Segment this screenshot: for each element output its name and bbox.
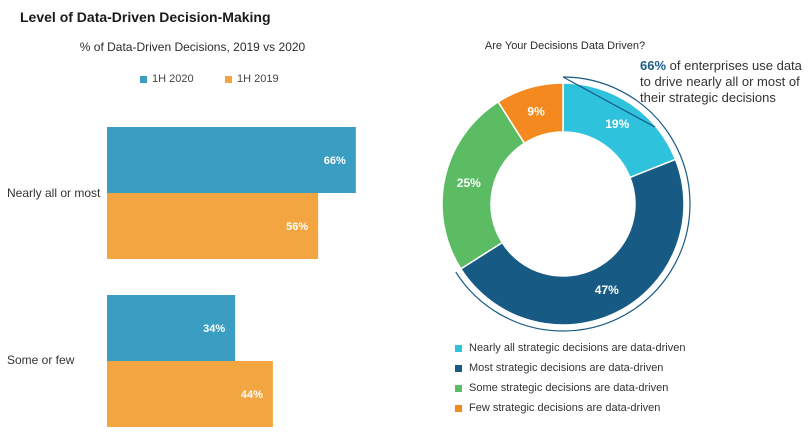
bar-label-1h-2019-some-or-few: 44% xyxy=(241,389,263,401)
donut-legend-item-some: Some strategic decisions are data-driven xyxy=(455,378,685,398)
bar-label-1h-2020-some-or-few: 34% xyxy=(203,323,225,335)
donut-legend-label-few: Few strategic decisions are data-driven xyxy=(469,402,661,414)
donut-legend-item-few: Few strategic decisions are data-driven xyxy=(455,398,685,418)
callout-annotation: 66% of enterprises use data to drive nea… xyxy=(640,58,805,106)
callout-highlight: 66% xyxy=(640,58,667,73)
bar-1h-2019-some-or-few xyxy=(107,361,273,427)
donut-legend-swatch-some xyxy=(455,384,462,392)
donut-legend: Nearly all strategic decisions are data-… xyxy=(455,338,685,418)
donut-legend-item-most: Most strategic decisions are data-driven xyxy=(455,358,685,378)
bar-1h-2019-nearly-all-or-most xyxy=(107,193,319,259)
bar-label-1h-2019-nearly-all-or-most: 56% xyxy=(286,221,308,233)
category-label-nearly-all-or-most: Nearly all or most xyxy=(7,186,101,200)
bar-label-1h-2020-nearly-all-or-most: 66% xyxy=(324,155,346,167)
donut-slice-some xyxy=(441,100,526,270)
legend-item-1h-2019: 1H 2019 xyxy=(225,73,279,85)
bar-chart-title: % of Data-Driven Decisions, 2019 vs 2020 xyxy=(79,40,306,54)
donut-slice-label-some: 25% xyxy=(457,176,481,190)
donut-legend-label-most: Most strategic decisions are data-driven xyxy=(469,362,664,374)
donut-slice-label-few: 9% xyxy=(527,104,545,118)
donut-chart-title: Are Your Decisions Data Driven? xyxy=(484,40,646,52)
donut-slice-few xyxy=(497,82,564,145)
category-label-some-or-few: Some or few xyxy=(7,353,75,367)
legend-item-1h-2020: 1H 2020 xyxy=(140,73,194,85)
legend-swatch-1h-2019 xyxy=(225,75,232,83)
legend-label-1h-2019: 1H 2019 xyxy=(237,73,279,85)
callout-leader-line xyxy=(562,76,656,128)
callout-text: of enterprises use data to drive nearly … xyxy=(640,58,802,105)
donut-legend-label-some: Some strategic decisions are data-driven xyxy=(469,382,669,394)
callout-arc xyxy=(455,76,691,332)
bar-1h-2020-some-or-few xyxy=(107,295,236,361)
donut-slice-most xyxy=(459,158,685,326)
legend-label-1h-2020: 1H 2020 xyxy=(152,73,194,85)
legend-swatch-1h-2020 xyxy=(140,75,147,83)
donut-legend-label-nearly-all: Nearly all strategic decisions are data-… xyxy=(469,342,686,354)
donut-legend-item-nearly-all: Nearly all strategic decisions are data-… xyxy=(455,338,685,358)
donut-legend-swatch-nearly-all xyxy=(455,344,462,352)
bar-1h-2020-nearly-all-or-most xyxy=(107,127,356,193)
donut-slice-label-most: 47% xyxy=(595,283,619,297)
donut-legend-swatch-most xyxy=(455,364,462,372)
donut-legend-swatch-few xyxy=(455,404,462,412)
page-title: Level of Data-Driven Decision-Making xyxy=(20,9,271,25)
donut-slice-label-nearly-all: 19% xyxy=(605,117,629,131)
